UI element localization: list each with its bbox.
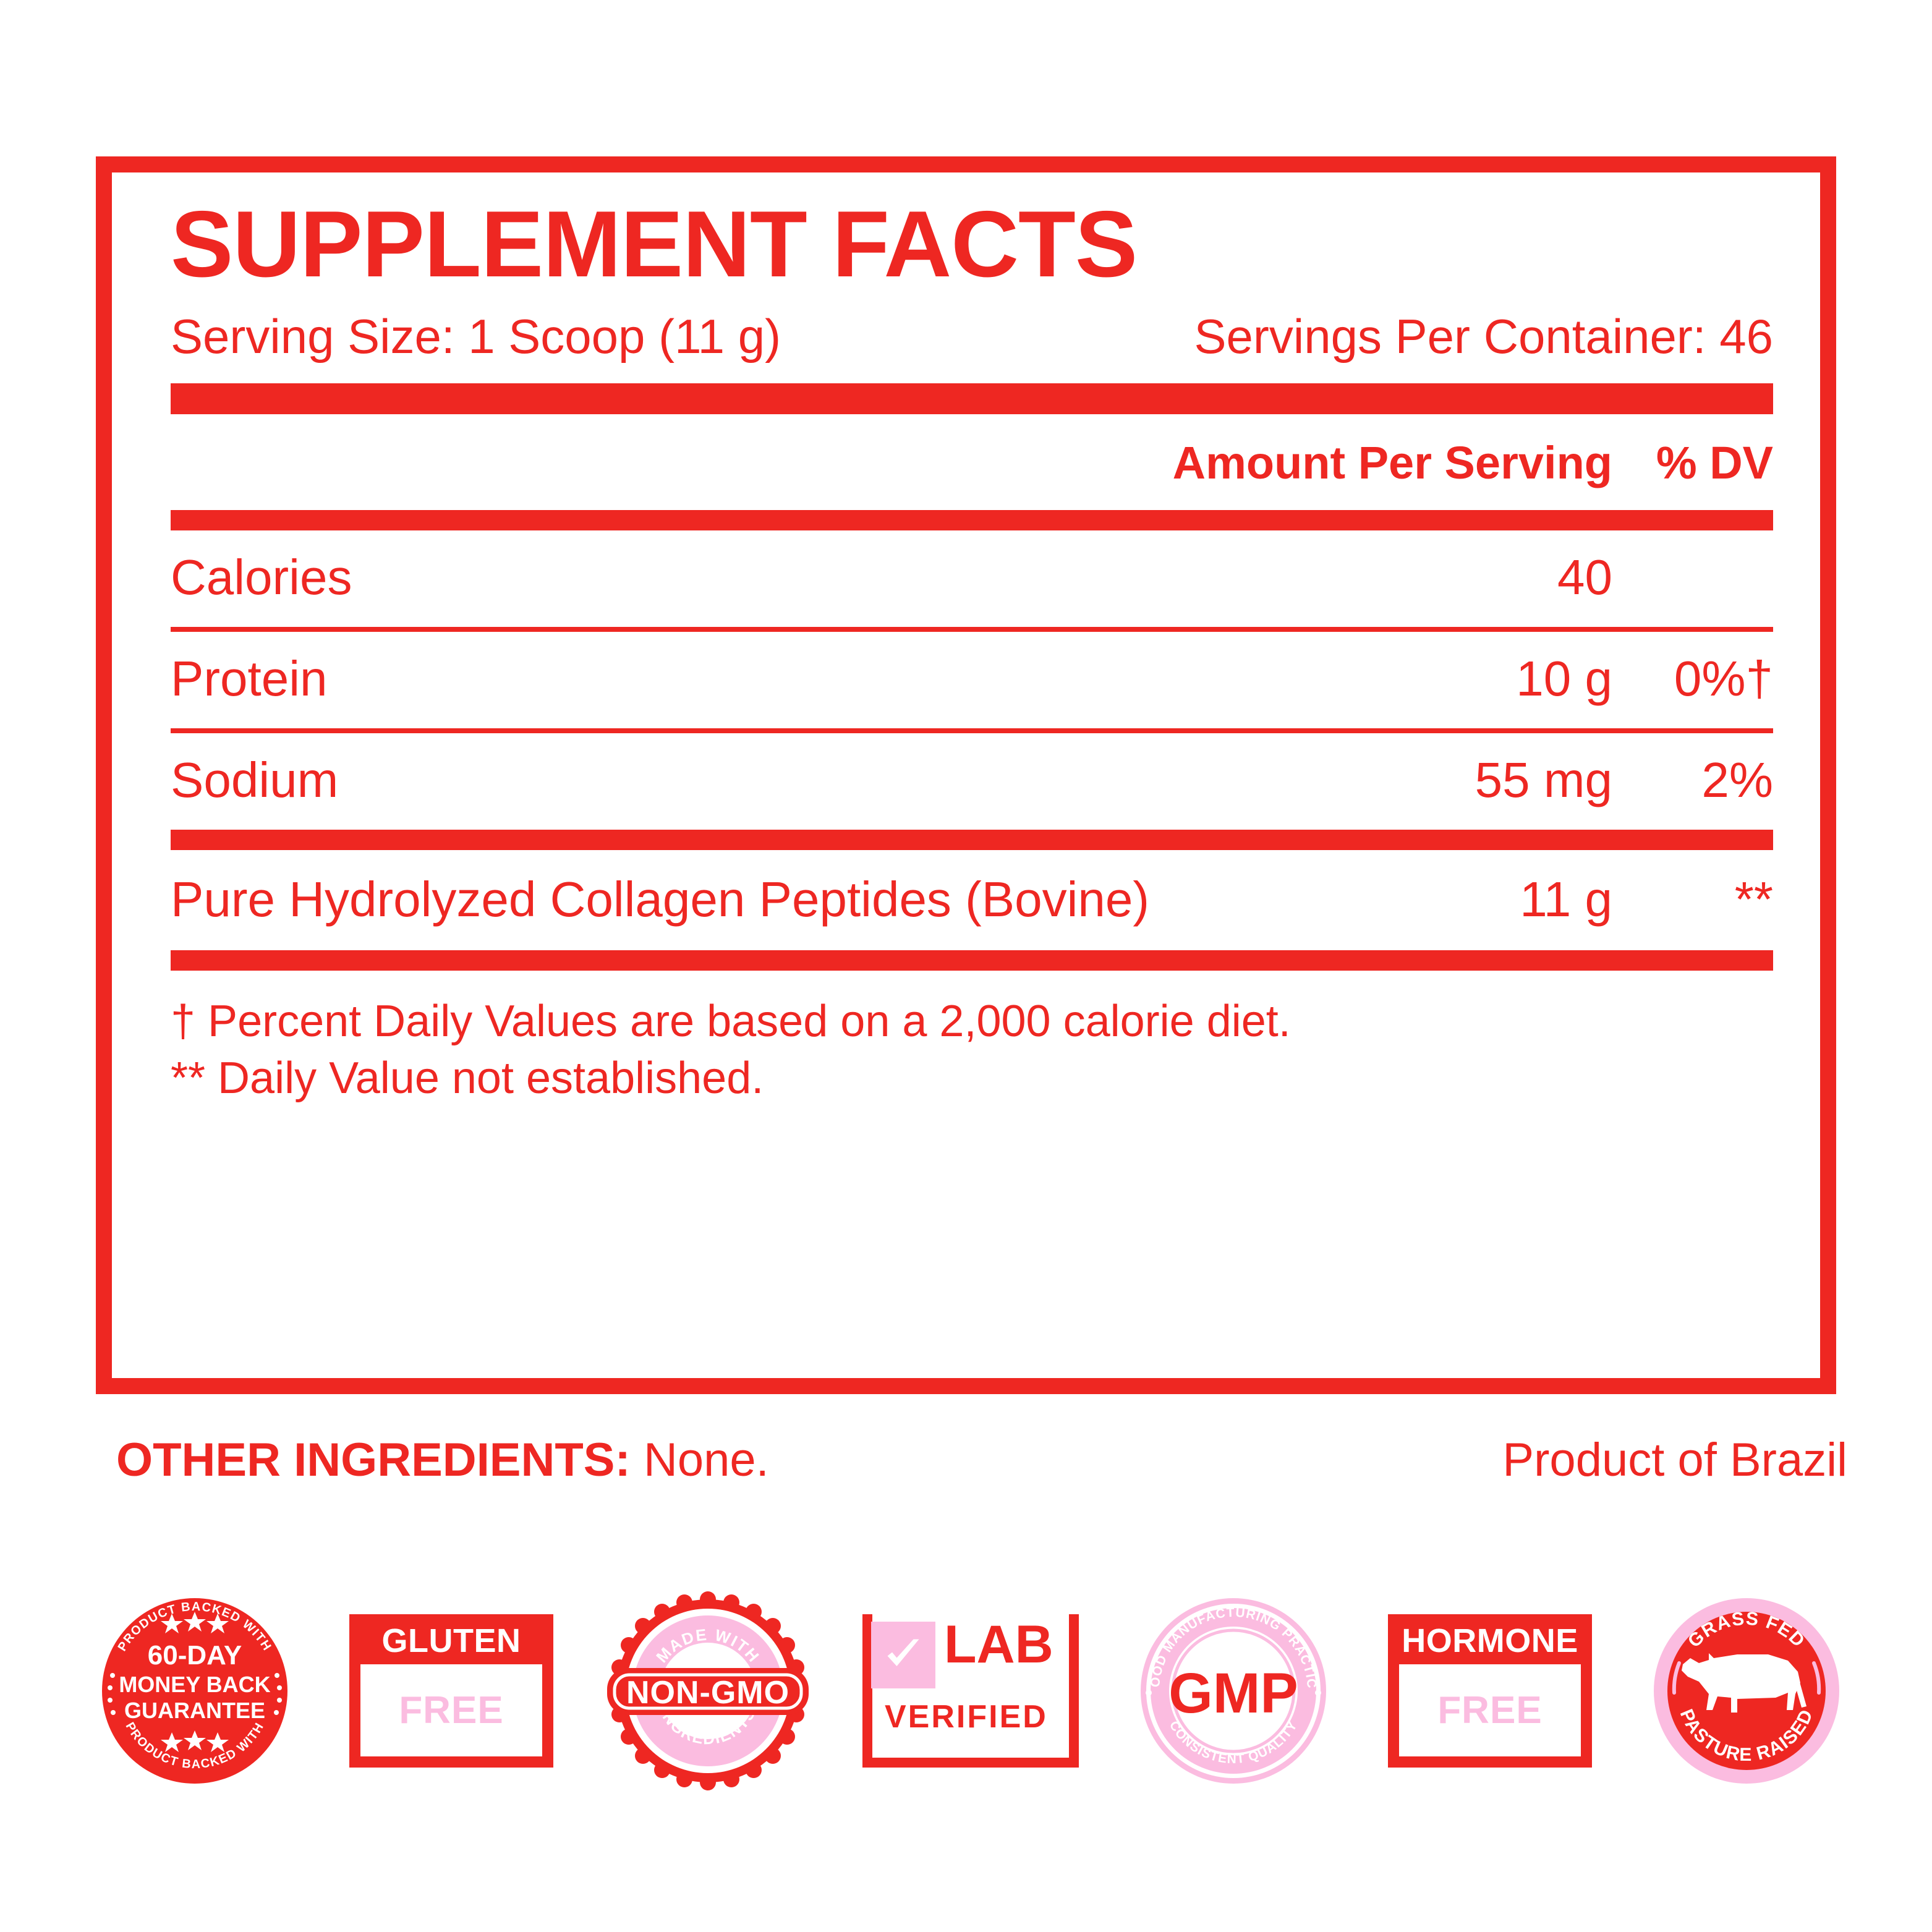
divider-row-1 [171,627,1773,632]
lab-verified-frame [862,1614,1079,1768]
divider-thick-top [171,383,1773,414]
money-back-seal-icon: PRODUCT BACKED WITH PRODUCT BACKED WITH … [102,1598,287,1784]
check-icon [887,1639,919,1666]
gmp-center-text: GMP [1168,1662,1298,1725]
supplement-facts-content: SUPPLEMENT FACTS Serving Size: 1 Scoop (… [171,197,1773,1107]
gluten-free-top-word: GLUTEN [381,1622,521,1659]
non-gmo-seal-icon: MADE WITH INGREDIENTS NON-GMO [607,1591,809,1790]
hormone-free-bottom-word: FREE [1437,1689,1543,1732]
other-ingredients-group: OTHER INGREDIENTS: None. [116,1433,769,1487]
badge-money-back-guarantee: PRODUCT BACKED WITH PRODUCT BACKED WITH … [93,1589,297,1793]
table-row: Protein 10 g 0%† [171,632,1773,728]
badge-gmp: GOOD MANUFACTURING PRACTICE CONSISTENT Q… [1131,1589,1335,1793]
serving-size-text: Serving Size: 1 Scoop (11 g) [171,309,781,364]
nutrient-dv: 0%† [1674,651,1773,706]
servings-per-container-text: Servings Per Container: 46 [1194,309,1774,364]
table-column-headers: Amount Per Serving % DV [171,414,1773,510]
blend-dv: ** [1734,872,1773,927]
other-ingredients-label: OTHER INGREDIENTS: [116,1434,631,1486]
seal-line-3: GUARANTEE [124,1698,265,1723]
badge-lab-verified: LAB VERIFIED [862,1614,1079,1768]
divider-below-blend [171,950,1773,971]
percent-dv-header: % DV [1656,437,1773,488]
nutrient-name: Sodium [171,752,339,807]
badge-gluten-free: GLUTEN FREE [349,1614,553,1768]
nutrient-amount: 40 [1557,550,1612,605]
gluten-free-bottom-word: FREE [399,1689,504,1732]
certification-badge-row: PRODUCT BACKED WITH PRODUCT BACKED WITH … [93,1561,1849,1821]
product-origin: Product of Brazil [1502,1434,1847,1486]
nutrient-dv: 2% [1701,752,1773,807]
table-row-blend: Pure Hydrolyzed Collagen Peptides (Bovin… [171,850,1773,950]
gmp-seal-icon: GOOD MANUFACTURING PRACTICE CONSISTENT Q… [1131,1589,1326,1784]
nutrient-name: Protein [171,651,328,706]
amount-per-serving-header: Amount Per Serving [1172,437,1612,488]
page-title: SUPPLEMENT FACTS [171,192,1138,297]
lab-check-box [871,1622,935,1688]
verified-word: VERIFIED [885,1699,1048,1735]
seal-line-2: MONEY BACK [119,1672,270,1697]
badge-hormone-free: HORMONE FREE [1388,1614,1592,1768]
lab-word: LAB [944,1615,1053,1674]
grass-fed-seal-icon: GRASS FED PASTURE RAISED [1654,1598,1839,1784]
table-row: Sodium 55 mg 2% [171,733,1773,830]
divider-above-blend [171,830,1773,850]
nutrient-amount: 10 g [1516,651,1612,706]
nutrient-name: Calories [171,550,352,605]
seal-line-1: 60-DAY [148,1640,242,1670]
other-ingredients-row: OTHER INGREDIENTS: None. Product of Braz… [116,1433,1847,1487]
badge-non-gmo: MADE WITH INGREDIENTS NON-GMO [606,1589,810,1793]
footnotes: † Percent Daily Values are based on a 2,… [171,971,1773,1107]
hormone-free-top-word: HORMONE [1402,1622,1578,1659]
divider-under-headers [171,510,1773,530]
table-row: Calories 40 [171,530,1773,627]
supplement-facts-panel: SUPPLEMENT FACTS Serving Size: 1 Scoop (… [96,156,1836,1394]
gluten-free-panel: FREE [360,1664,542,1756]
cow-icon [1682,1653,1806,1713]
blend-amount: 11 g [1520,872,1612,927]
nutrient-amount: 55 mg [1475,752,1612,807]
hormone-free-panel: FREE [1399,1664,1581,1756]
gmo-center-text: NON-GMO [626,1675,789,1711]
serving-info-row: Serving Size: 1 Scoop (11 g) Servings Pe… [171,309,1773,365]
footnote-dagger: † Percent Daily Values are based on a 2,… [171,997,1291,1046]
divider-row-2 [171,728,1773,733]
footnote-double-star: ** Daily Value not established. [171,1053,764,1104]
badge-grass-fed: GRASS FED PASTURE RAISED [1645,1589,1849,1793]
blend-name: Pure Hydrolyzed Collagen Peptides (Bovin… [171,872,1150,927]
other-ingredients-value: None. [643,1434,769,1486]
